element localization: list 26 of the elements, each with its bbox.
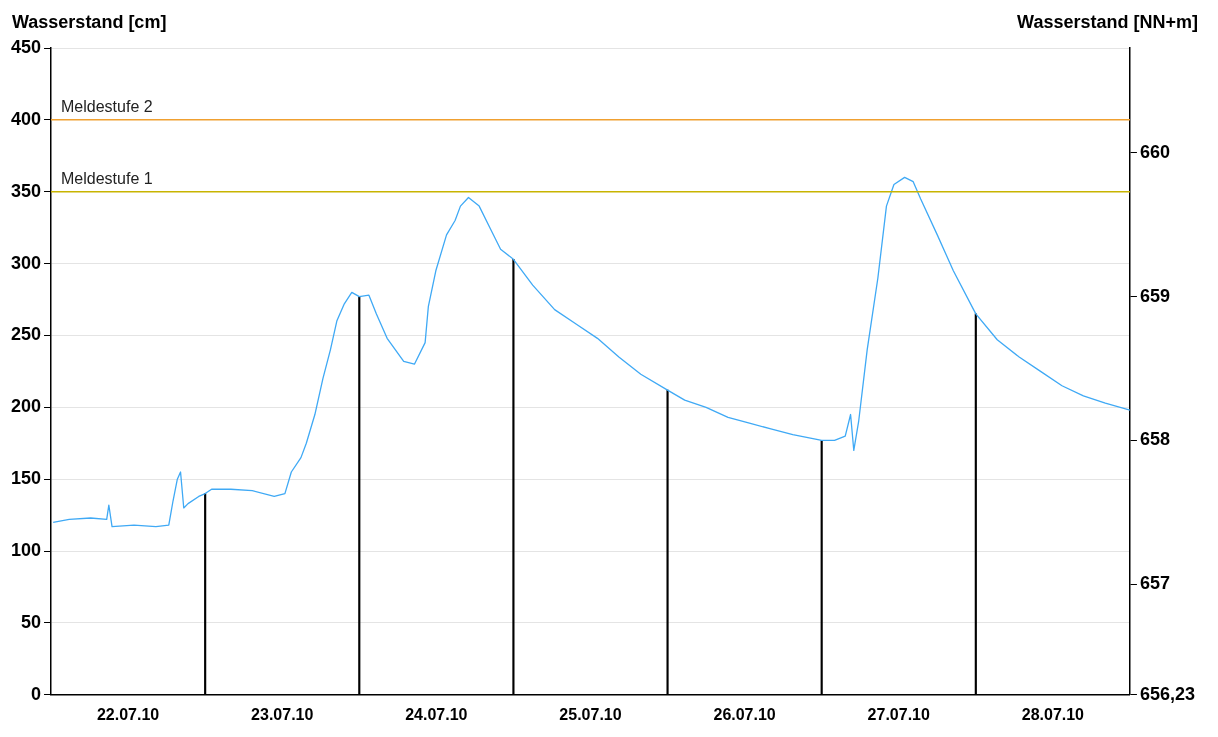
y-tick-label: 100 — [10, 540, 42, 561]
y2-tick-label: 659 — [1139, 285, 1170, 306]
y-tick-label: 200 — [10, 396, 42, 417]
y-tick-label: 400 — [10, 108, 42, 129]
ref-line-label: Meldestufe 1 — [61, 170, 153, 188]
x-tick-label: 23.07.10 — [251, 705, 314, 723]
x-tick-label: 26.07.10 — [713, 705, 776, 723]
y-tick-label: 300 — [10, 252, 42, 273]
y-tick-label: 150 — [10, 468, 42, 489]
y2-axis-title: Wasserstand [NN+m] — [1017, 11, 1198, 32]
x-tick-label: 25.07.10 — [559, 705, 622, 723]
y-axis-title: Wasserstand [cm] — [12, 11, 167, 32]
y-tick-label: 0 — [31, 683, 42, 704]
y-tick-label: 350 — [10, 180, 42, 201]
x-tick-label: 27.07.10 — [867, 705, 930, 723]
x-tick-label: 28.07.10 — [1021, 705, 1085, 723]
x-tick-label: 24.07.10 — [405, 705, 468, 723]
x-tick-label: 22.07.10 — [96, 705, 160, 723]
y-tick-label: 450 — [10, 36, 42, 57]
y2-tick-label: 660 — [1139, 141, 1170, 162]
y2-tick-label: 657 — [1139, 573, 1170, 594]
ref-line-label: Meldestufe 2 — [61, 98, 153, 116]
y-tick-label: 50 — [21, 611, 42, 632]
y2-tick-label: 656,23 — [1139, 683, 1196, 704]
y-tick-label: 250 — [10, 324, 42, 345]
y2-tick-label: 658 — [1139, 429, 1170, 450]
